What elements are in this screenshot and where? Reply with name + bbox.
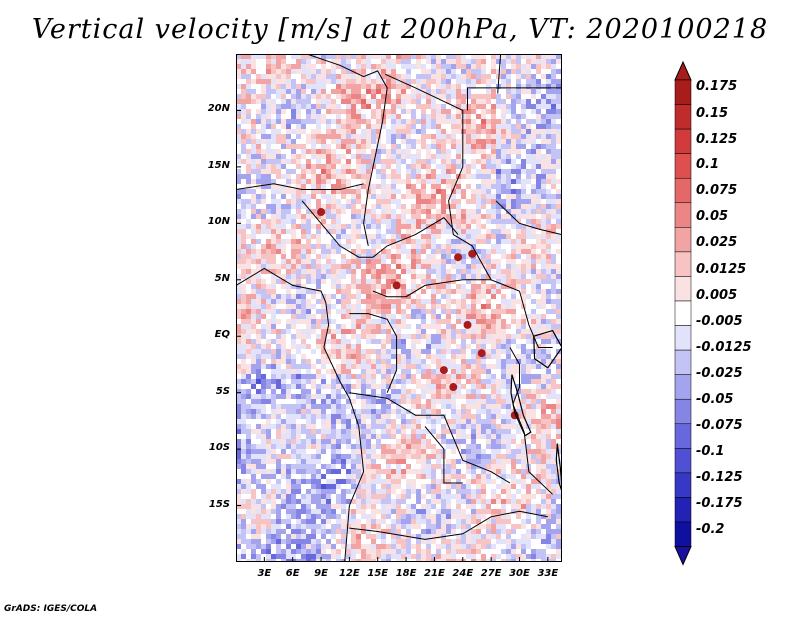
colorbar-swatch: [674, 497, 692, 523]
colorbar-label: -0.1: [696, 444, 725, 459]
storm-cell: [468, 249, 477, 258]
colorbar-label: -0.125: [696, 470, 743, 485]
colorbar-swatch: [674, 79, 692, 105]
lat-tick-label: 5N: [214, 272, 230, 284]
colorbar-label: 0.1: [696, 157, 720, 172]
country-border: [467, 87, 562, 111]
lat-tick-label: 5S: [215, 385, 230, 397]
storm-cell: [439, 366, 448, 375]
lon-tick-label: 18E: [395, 568, 417, 579]
lon-tick-label: 27E: [480, 568, 502, 579]
colorbar-label: -0.075: [696, 418, 743, 433]
country-border: [236, 267, 365, 562]
country-border: [349, 313, 398, 393]
colorbar-label: -0.005: [696, 314, 743, 329]
lat-tick-label: 15N: [207, 159, 230, 171]
colorbar-label: -0.025: [696, 366, 743, 381]
lon-tick-label: 12E: [339, 568, 360, 579]
plot-title: Vertical velocity [m/s] at 200hPa, VT: 2…: [31, 14, 769, 45]
colorbar-label: 0.175: [696, 79, 738, 94]
colorbar-swatch: [674, 423, 692, 449]
lat-tick-label: 20N: [207, 103, 230, 115]
lake-outline: [533, 329, 562, 369]
colorbar-top-arrow: [674, 60, 692, 81]
storm-cell: [454, 253, 463, 262]
lon-tick-label: 9E: [314, 568, 328, 579]
lon-tick-label: 33E: [537, 568, 559, 579]
country-border: [385, 73, 520, 292]
map-frame: [236, 54, 562, 562]
storm-cell: [463, 320, 472, 329]
colorbar-swatch: [674, 398, 692, 425]
lon-tick-label: 3E: [257, 568, 272, 579]
country-border: [495, 200, 562, 236]
velocity-field: [236, 54, 562, 562]
colorbar-swatch: [674, 202, 692, 228]
country-border: [349, 510, 548, 540]
lat-tick-label: 15S: [208, 498, 230, 510]
colorbar-swatch: [674, 177, 692, 204]
lon-tick-label: 15E: [367, 568, 389, 579]
colorbar-swatch: [674, 325, 692, 351]
country-border: [301, 200, 373, 258]
colorbar-label: 0.005: [696, 288, 738, 303]
country-border: [372, 279, 492, 298]
colorbar-swatch: [674, 276, 692, 302]
velocity-map: [236, 54, 562, 562]
colorbar-swatch: [674, 448, 692, 474]
country-border: [424, 426, 463, 484]
colorbar-swatch: [674, 300, 692, 326]
colorbar-swatch: [674, 128, 692, 154]
colorbar-swatch: [674, 227, 692, 253]
storm-cell: [449, 383, 458, 392]
colorbar-swatch: [674, 521, 692, 547]
lon-tick-label: 21E: [424, 568, 445, 579]
colorbar-label: 0.05: [696, 209, 729, 224]
colorbar-label: -0.0125: [696, 340, 752, 355]
colorbar-swatch: [674, 104, 692, 130]
country-border: [372, 217, 459, 258]
colorbar-swatch: [674, 349, 692, 375]
storm-cell: [317, 208, 326, 217]
colorbar-swatch: [674, 374, 692, 400]
lat-tick-label: 10N: [207, 216, 230, 228]
lon-tick-label: 6E: [285, 568, 300, 579]
lake-outline: [510, 374, 532, 437]
lon-tick-label: 24E: [452, 568, 474, 579]
colorbar-label: 0.025: [696, 235, 738, 250]
storm-cell: [477, 349, 486, 358]
country-border: [306, 54, 388, 247]
grads-credit: GrADS: IGES/COLA: [4, 604, 98, 614]
colorbar-label: 0.0125: [696, 262, 747, 277]
colorbar-swatch: [674, 153, 692, 179]
country-border: [236, 183, 364, 190]
colorbar-swatch: [674, 472, 692, 498]
colorbar-label: -0.175: [696, 496, 743, 511]
velocity-cells: [236, 54, 562, 562]
country-border: [497, 54, 502, 94]
storm-cell: [392, 281, 401, 290]
country-border: [349, 392, 511, 484]
colorbar-label: 0.125: [696, 132, 738, 147]
lat-tick-label: 10S: [208, 442, 230, 454]
colorbar-label: 0.15: [696, 106, 729, 121]
colorbar-label: -0.05: [696, 392, 734, 407]
colorbar-label: -0.2: [696, 522, 725, 537]
lat-tick-label: EQ: [214, 329, 230, 341]
colorbar-bottom-arrow: [674, 546, 692, 566]
colorbar-label: 0.075: [696, 183, 738, 198]
lon-tick-label: 30E: [509, 568, 530, 579]
colorbar-swatch: [674, 251, 692, 277]
